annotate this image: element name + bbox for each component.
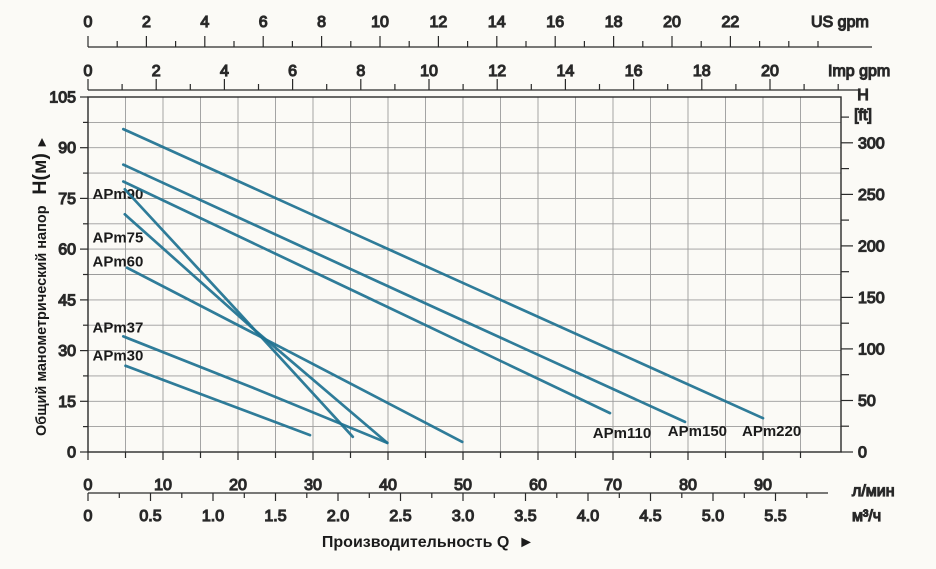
svg-text:6: 6 <box>288 63 297 80</box>
svg-text:6: 6 <box>259 14 268 31</box>
svg-text:80: 80 <box>679 477 697 494</box>
curve-APm60 <box>125 266 464 444</box>
svg-text:0: 0 <box>84 14 93 31</box>
svg-text:22: 22 <box>722 14 740 31</box>
svg-text:4.0: 4.0 <box>577 508 599 525</box>
svg-text:12: 12 <box>430 14 448 31</box>
curve-labels: APm220 APm150 APm110 APm90 APm75 APm60 APm37 AP… <box>93 186 802 442</box>
svg-text:4.5: 4.5 <box>639 508 661 525</box>
us-gpm-axis: 0 2 4 6 8 10 12 14 16 18 20 22 US gpm <box>83 13 872 48</box>
svg-text:5.5: 5.5 <box>764 508 786 525</box>
svg-text:1.0: 1.0 <box>202 508 224 525</box>
svg-text:Imp gpm: Imp gpm <box>828 63 890 80</box>
svg-text:105: 105 <box>49 90 76 107</box>
svg-text:15: 15 <box>58 394 76 411</box>
svg-text:12: 12 <box>488 63 506 80</box>
svg-text:APm90: APm90 <box>93 186 144 203</box>
svg-text:300: 300 <box>858 135 885 152</box>
y-axis-title: Общий манометрический напор H(м) ► <box>29 135 51 436</box>
curve-APm30 <box>124 364 312 437</box>
svg-text:8: 8 <box>317 14 326 31</box>
h-feet-axis: 0 50 100 150 200 250 300 H [ft] <box>841 86 885 462</box>
svg-text:50: 50 <box>454 477 472 494</box>
svg-text:70: 70 <box>604 477 622 494</box>
svg-text:10: 10 <box>420 63 438 80</box>
curve-APm90 <box>123 187 355 439</box>
svg-text:16: 16 <box>625 63 643 80</box>
grid <box>88 97 841 452</box>
svg-text:50: 50 <box>858 393 876 410</box>
svg-text:м³/ч: м³/ч <box>852 508 881 525</box>
svg-text:150: 150 <box>858 290 885 307</box>
svg-text:200: 200 <box>858 238 885 255</box>
svg-text:0: 0 <box>84 63 93 80</box>
svg-text:250: 250 <box>858 187 885 204</box>
svg-text:3.0: 3.0 <box>452 508 474 525</box>
svg-text:1.5: 1.5 <box>264 508 286 525</box>
curve-APm110 <box>121 180 612 415</box>
svg-text:20: 20 <box>761 63 779 80</box>
svg-text:8: 8 <box>356 63 365 80</box>
svg-text:0: 0 <box>67 445 76 462</box>
svg-text:30: 30 <box>304 477 322 494</box>
svg-text:H: H <box>857 87 869 104</box>
svg-text:0: 0 <box>84 477 93 494</box>
svg-text:60: 60 <box>58 242 76 259</box>
svg-text:2: 2 <box>152 63 161 80</box>
svg-text:APm37: APm37 <box>93 319 144 336</box>
svg-text:20: 20 <box>663 14 681 31</box>
svg-text:US gpm: US gpm <box>811 14 869 31</box>
svg-text:4: 4 <box>220 63 229 80</box>
svg-text:APm150: APm150 <box>668 423 727 440</box>
svg-text:2.5: 2.5 <box>389 508 411 525</box>
svg-text:л/мин: л/мин <box>852 483 895 500</box>
svg-text:APm220: APm220 <box>742 423 801 440</box>
h-meters-axis: 0 15 30 45 60 75 90 105 <box>49 89 88 462</box>
svg-text:4: 4 <box>200 14 209 31</box>
lmin-axis: 0 10 20 30 40 50 60 70 80 90 л/мин <box>83 452 895 501</box>
x-axis-title: Производительность Q ► <box>322 534 534 551</box>
svg-text:0.5: 0.5 <box>139 508 161 525</box>
svg-text:APm60: APm60 <box>93 254 144 271</box>
svg-text:APm110: APm110 <box>593 425 651 442</box>
svg-text:90: 90 <box>754 477 772 494</box>
svg-text:16: 16 <box>546 14 564 31</box>
imp-gpm-axis: 0 2 4 6 8 10 12 14 16 18 20 Imp gpm <box>83 62 891 91</box>
svg-text:APm75: APm75 <box>93 229 144 246</box>
pump-curves <box>121 127 765 445</box>
svg-text:60: 60 <box>529 477 547 494</box>
svg-text:18: 18 <box>693 63 711 80</box>
svg-text:14: 14 <box>488 14 506 31</box>
svg-text:APm30: APm30 <box>93 348 144 365</box>
svg-text:75: 75 <box>58 191 76 208</box>
curve-APm75 <box>123 212 389 445</box>
svg-text:45: 45 <box>58 292 76 309</box>
curve-APm220 <box>121 127 765 420</box>
svg-text:0: 0 <box>858 445 867 462</box>
svg-text:90: 90 <box>58 140 76 157</box>
svg-text:[ft]: [ft] <box>854 107 872 124</box>
svg-text:10: 10 <box>371 14 389 31</box>
svg-text:3.5: 3.5 <box>514 508 536 525</box>
svg-text:18: 18 <box>605 14 623 31</box>
svg-text:14: 14 <box>557 63 575 80</box>
curve-APm37 <box>121 335 389 445</box>
svg-text:40: 40 <box>379 477 397 494</box>
svg-text:2: 2 <box>142 14 151 31</box>
svg-text:10: 10 <box>154 477 172 494</box>
svg-text:30: 30 <box>58 343 76 360</box>
svg-text:100: 100 <box>858 341 885 358</box>
svg-text:0: 0 <box>84 508 93 525</box>
m3h-axis: 0 0.5 1.0 1.5 2.0 2.5 3.0 3.5 4.0 4.5 5.0 5.5 м³/ч <box>83 492 882 526</box>
svg-text:20: 20 <box>229 477 247 494</box>
svg-text:5.0: 5.0 <box>702 508 724 525</box>
svg-text:2.0: 2.0 <box>327 508 349 525</box>
curve-APm150 <box>121 163 687 424</box>
